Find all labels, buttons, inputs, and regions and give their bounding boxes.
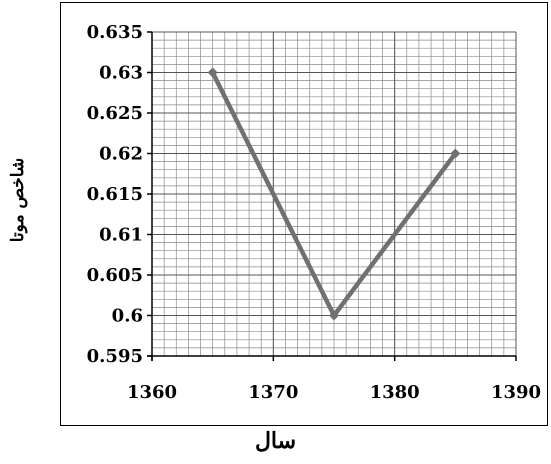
x-axis-label: سال	[254, 428, 297, 454]
y-tick-label: 0.595	[87, 346, 143, 367]
y-tick-labels: 0.595 0.6 0.605 0.61 0.615 0.62 0.625 0.63 0.635	[87, 22, 143, 367]
chart-frame	[60, 2, 548, 426]
y-tick-label: 0.615	[87, 184, 143, 205]
y-tick-label: 0.605	[87, 265, 143, 286]
y-tick-label: 0.62	[99, 144, 143, 165]
x-tick-label: 1380	[370, 382, 420, 403]
x-tick-label: 1370	[248, 382, 298, 403]
data-point	[329, 310, 339, 321]
series-layer	[207, 67, 461, 321]
y-tick-label: 0.63	[99, 63, 143, 84]
x-tick-labels: 1360 1370 1380 1390	[127, 382, 541, 403]
y-tick-label: 0.6	[112, 306, 143, 327]
data-point	[207, 67, 218, 78]
x-tick-label: 1360	[127, 382, 177, 403]
y-tick-label: 0.61	[99, 225, 143, 246]
y-axis-label: شاخص موتا	[8, 157, 28, 243]
axes	[147, 31, 517, 361]
y-tick-label: 0.635	[87, 22, 143, 43]
x-tick-label: 1390	[491, 382, 541, 403]
y-tick-label: 0.625	[87, 103, 143, 124]
data-point	[450, 148, 461, 159]
